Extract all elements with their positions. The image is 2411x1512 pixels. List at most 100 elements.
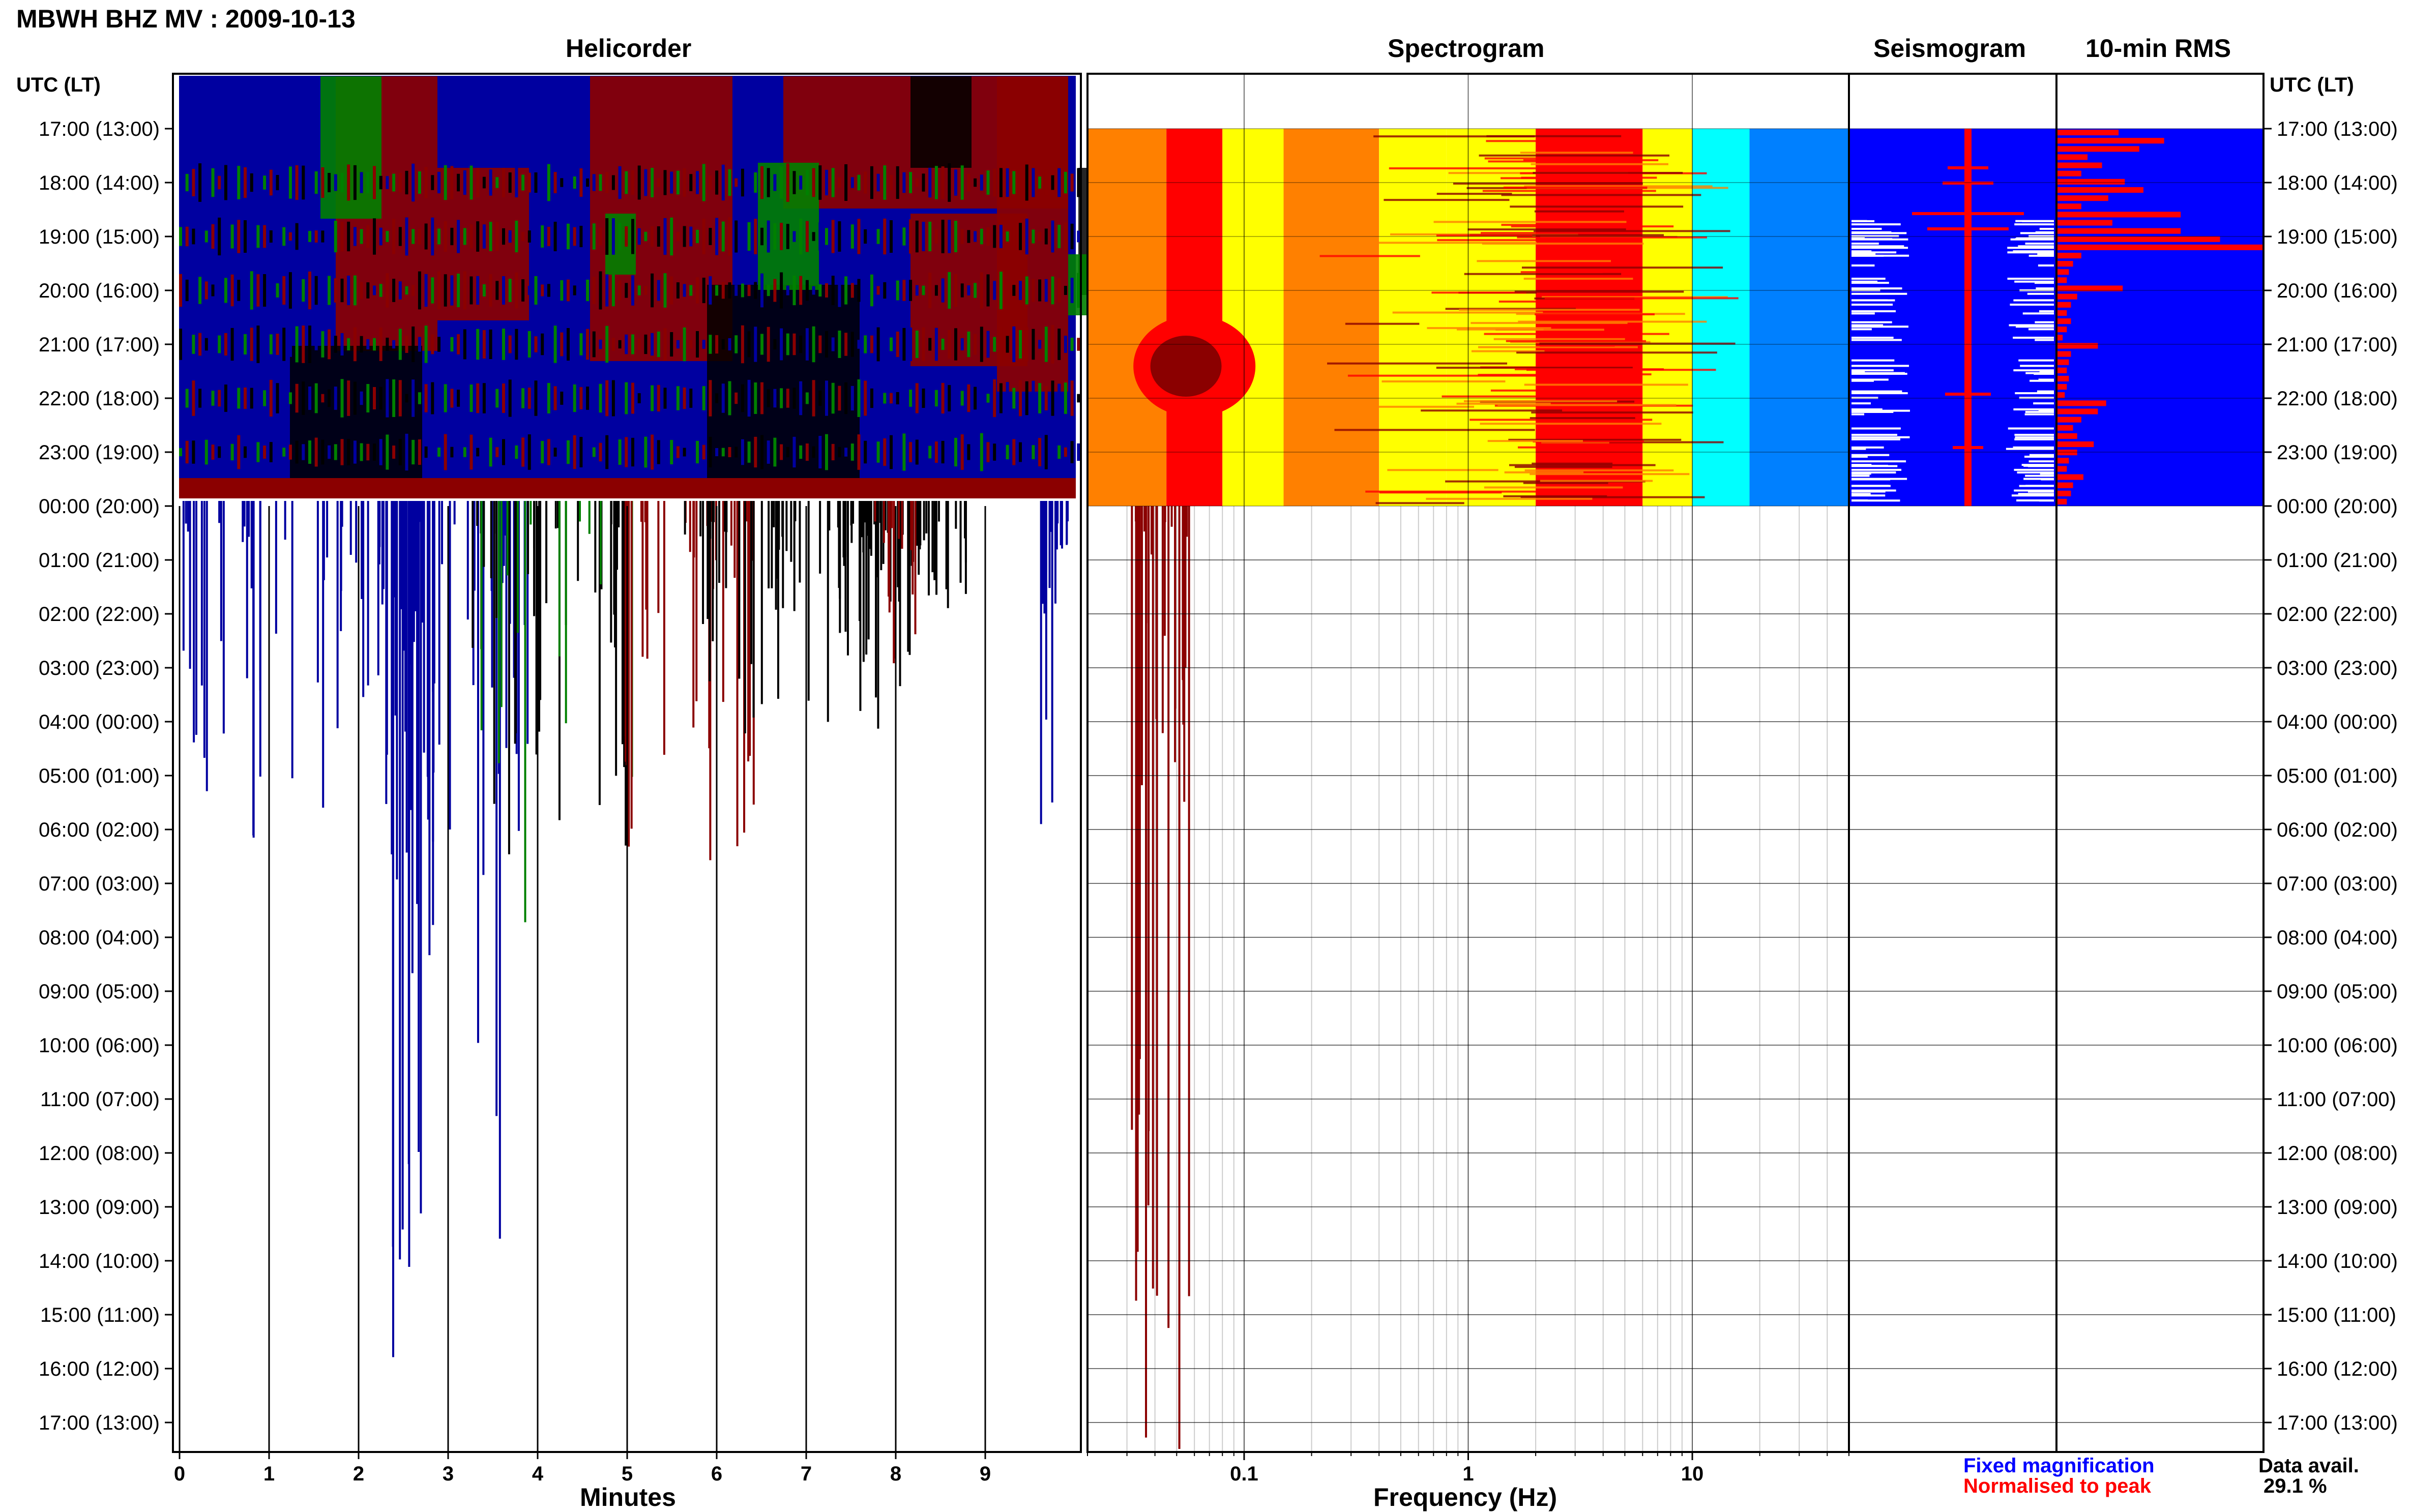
time-row-label-left: 16:00 (12:00) — [39, 1358, 160, 1380]
time-row-label-right: 02:00 (22:00) — [2277, 603, 2398, 626]
spectrogram-streak — [1463, 400, 1618, 402]
spectrogram-streak — [1542, 296, 1728, 299]
spectrogram-streak — [1533, 171, 1683, 174]
spectrogram-streak — [1464, 273, 1622, 275]
time-row-label-right: 17:00 (13:00) — [2277, 118, 2398, 140]
time-row-label-left: 17:00 (13:00) — [39, 1412, 160, 1434]
time-row-label-left: 08:00 (04:00) — [39, 927, 160, 949]
spectrogram-streak — [1530, 417, 1635, 420]
spectrogram-streak — [1334, 405, 1475, 408]
rms-bar — [2056, 261, 2073, 267]
spectrogram-band — [1283, 129, 1379, 506]
time-axis-label-left: UTC (LT) — [16, 74, 101, 96]
helicorder-frame — [172, 73, 1082, 1453]
rms-bar — [2056, 179, 2125, 185]
rms-bar — [2056, 130, 2119, 136]
time-row-label-left: 13:00 (09:00) — [39, 1196, 160, 1219]
spectrogram-streak — [1520, 152, 1633, 154]
time-row-label-right: 08:00 (04:00) — [2277, 927, 2398, 949]
time-row-label-right: 05:00 (01:00) — [2277, 765, 2398, 787]
time-row-label-left: 04:00 (00:00) — [39, 711, 160, 733]
spectrogram-streak — [1389, 167, 1570, 170]
rms-bar — [2056, 170, 2081, 176]
spectrogram-streak — [1539, 342, 1736, 345]
spectrogram-streak — [1442, 395, 1640, 398]
spectrogram-streak — [1486, 135, 1622, 137]
time-row-label-right: 20:00 (16:00) — [2277, 280, 2398, 302]
spectrogram-streak — [1456, 402, 1551, 405]
time-row-label-right: 23:00 (19:00) — [2277, 441, 2398, 464]
spectrogram-streak — [1469, 419, 1653, 421]
time-row-label-left: 14:00 (10:00) — [39, 1250, 160, 1272]
spectrogram-streak — [1469, 234, 1664, 236]
spectrogram-streak — [1518, 320, 1707, 323]
spectrogram-band — [1222, 129, 1284, 506]
spectrogram-title: Spectrogram — [1388, 34, 1545, 63]
helicorder-x-tick-label: 5 — [622, 1463, 633, 1485]
spectrogram-streak — [1486, 140, 1630, 142]
helicorder-trace-segment — [179, 478, 1076, 498]
rms-bar — [2056, 203, 2081, 210]
spectrogram-streak — [1480, 232, 1640, 234]
spectrogram-streak — [1498, 300, 1618, 303]
spectrogram-streak — [1511, 225, 1674, 228]
legend-fixed-magnification: Fixed magnification — [1963, 1455, 2155, 1477]
rms-bar — [2056, 236, 2220, 242]
time-row-label-right: 11:00 (07:00) — [2277, 1088, 2396, 1111]
time-row-label-left: 11:00 (07:00) — [40, 1088, 160, 1111]
spectrogram-x-tick-label: 1 — [1462, 1463, 1474, 1485]
helicorder-x-tick-label: 8 — [890, 1463, 901, 1485]
data-availability-label: Data avail. — [2258, 1455, 2359, 1477]
spectrogram-streak — [1521, 266, 1723, 269]
rms-bar — [2056, 212, 2181, 218]
legend-normalised-to-peak: Normalised to peak — [1963, 1475, 2152, 1497]
helicorder-x-tick-label: 3 — [443, 1463, 454, 1485]
spectrogram-streak — [1459, 309, 1640, 311]
spectrogram-streak — [1493, 338, 1625, 340]
spectrogram-streak — [1501, 194, 1701, 196]
spectrogram-streak — [1373, 135, 1535, 138]
spectrogram-streak — [1508, 438, 1682, 441]
spectrogram-streak — [1540, 344, 1615, 347]
helicorder-title: Helicorder — [566, 34, 692, 63]
time-row-label-right: 18:00 (14:00) — [2277, 172, 2398, 194]
spectrogram-streak — [1433, 221, 1627, 223]
spectrogram-band — [1749, 129, 1849, 506]
spectrogram-streak — [1544, 297, 1739, 300]
spectrogram-streak — [1534, 230, 1730, 232]
time-row-label-right: 21:00 (17:00) — [2277, 334, 2398, 356]
spectrogram-streak — [1484, 486, 1623, 489]
spectrogram-band — [1087, 129, 1167, 506]
rms-bar — [2056, 441, 2094, 448]
spectrogram-streak — [1523, 482, 1608, 484]
spectrogram-streak — [1436, 367, 1633, 369]
spectrogram-streak — [1506, 340, 1646, 342]
spectrogram-streak — [1488, 160, 1606, 163]
spectrogram-streak — [1514, 466, 1612, 468]
spectrogram-streak — [1471, 350, 1545, 352]
spectrogram-streak — [1487, 440, 1583, 442]
time-row-label-right: 07:00 (03:00) — [2277, 873, 2398, 895]
rms-bar — [2056, 285, 2123, 291]
time-row-label-left: 03:00 (23:00) — [39, 657, 160, 679]
helicorder-x-tick-label: 9 — [980, 1463, 991, 1485]
spectrogram-streak — [1514, 290, 1684, 293]
time-row-label-right: 17:00 (13:00) — [2277, 1412, 2398, 1434]
spectrogram-streak — [1535, 313, 1655, 316]
rms-bar — [2056, 400, 2106, 406]
rms-bar — [2056, 375, 2069, 382]
spectrogram-streak — [1514, 368, 1664, 371]
helicorder-x-tick-label: 2 — [353, 1463, 364, 1485]
spectrogram-streak — [1477, 260, 1611, 262]
rms-bar — [2056, 244, 2263, 250]
rms-bar — [2056, 327, 2067, 333]
spectrogram-streak — [1520, 496, 1705, 498]
rms-bar — [2056, 146, 2139, 152]
time-row-label-left: 02:00 (22:00) — [39, 603, 160, 626]
spectrogram-streak — [1480, 423, 1662, 425]
helicorder-x-tick-label: 0 — [174, 1463, 185, 1485]
rms-bar — [2056, 318, 2071, 324]
spectrogram-streak — [1510, 205, 1684, 208]
spectrogram-streak — [1436, 193, 1512, 195]
time-row-label-right: 03:00 (23:00) — [2277, 657, 2398, 679]
